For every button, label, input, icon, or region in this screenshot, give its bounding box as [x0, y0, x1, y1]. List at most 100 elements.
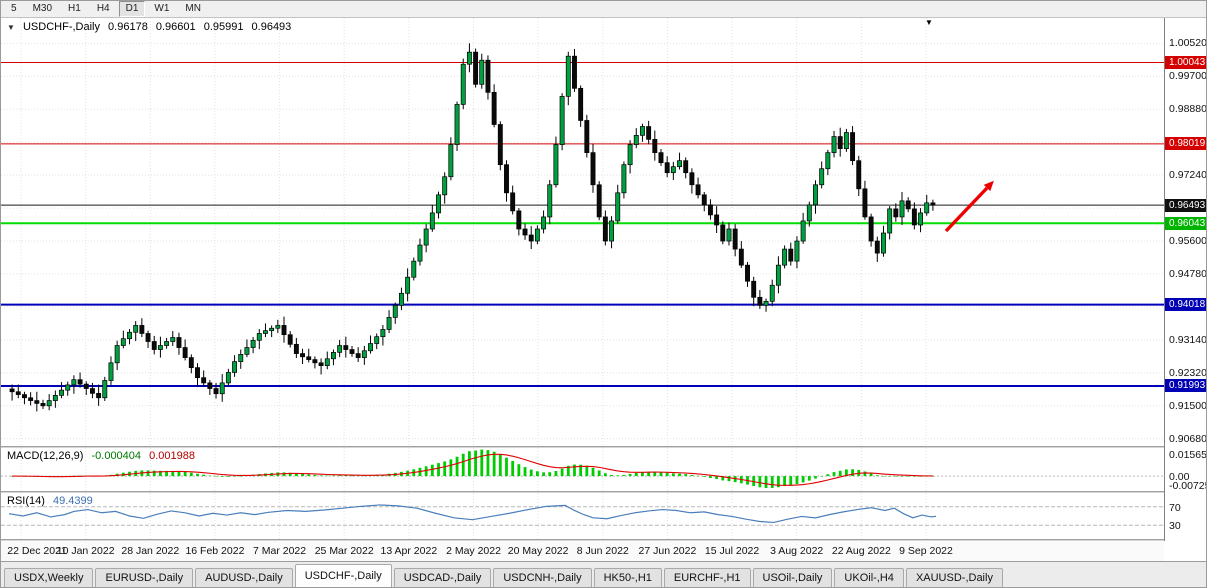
period-button-m30[interactable]: M30	[32, 3, 53, 14]
macd-histogram-bar	[294, 473, 298, 477]
candle-body	[775, 264, 781, 286]
macd-histogram-bar	[709, 476, 712, 478]
main-chart-pane[interactable]: ▼ USDCHF-,Daily 0.96178 0.96601 0.95991 …	[1, 18, 1164, 446]
rsi-pane[interactable]: RSI(14) 49.4399	[1, 493, 1164, 539]
chart-shift-marker-icon[interactable]: ▼	[925, 18, 933, 27]
price-badge: 0.96043	[1165, 216, 1206, 230]
candle-body	[368, 343, 373, 352]
candle-body	[244, 347, 250, 355]
macd-histogram-bar	[789, 476, 793, 486]
macd-histogram-bar	[665, 473, 669, 477]
symbol-tab-usdchf-daily[interactable]: USDCHF-,Daily	[294, 564, 392, 587]
candle-body	[788, 248, 794, 262]
symbol-tab-xauusd-daily[interactable]: XAUUSD-,Daily	[905, 568, 1003, 587]
trend-arrow-head[interactable]	[983, 180, 994, 192]
rsi-axis-label: 70	[1169, 501, 1181, 514]
x-axis-label: 2 May 2022	[446, 545, 501, 557]
symbol-tab-ukoil-h4[interactable]: UKOil-,H4	[834, 568, 904, 587]
y-axis-label: 0.95600	[1169, 235, 1207, 248]
candle-body	[856, 160, 862, 190]
symbol-tab-audusd-daily[interactable]: AUDUSD-,Daily	[195, 568, 293, 587]
symbol-tab-usdx-weekly[interactable]: USDX,Weekly	[4, 568, 94, 587]
candle-body	[893, 208, 899, 218]
macd-histogram-bar	[511, 460, 515, 477]
symbol-period-label: USDCHF-,Daily	[22, 21, 100, 33]
y-axis-label: 0.91500	[1169, 399, 1207, 412]
candle-body	[318, 362, 324, 366]
macd-histogram-bar	[554, 471, 558, 477]
chart-ohlc-header: ▼ USDCHF-,Daily 0.96178 0.96601 0.95991 …	[7, 21, 296, 33]
candle-body	[782, 248, 788, 266]
candle-body	[96, 393, 102, 399]
macd-histogram-bar	[641, 472, 644, 477]
macd-histogram-bar	[307, 474, 311, 477]
symbol-tab-usoil-daily[interactable]: USOil-,Daily	[752, 568, 833, 587]
candle-body	[479, 59, 485, 85]
period-button-h1[interactable]: H1	[68, 3, 81, 14]
candle-body	[707, 204, 713, 216]
rsi-value: 49.4399	[52, 495, 93, 507]
candle-body	[726, 228, 732, 242]
symbol-tab-usdcnh-daily[interactable]: USDCNH-,Daily	[493, 568, 592, 587]
symbol-tab-hk50-h1[interactable]: HK50-,H1	[593, 568, 662, 587]
candle-body	[510, 192, 516, 212]
x-axis-label: 25 Mar 2022	[314, 545, 374, 557]
trend-arrow[interactable]	[944, 186, 989, 233]
macd-histogram-bar	[171, 470, 175, 477]
macd-histogram-bar	[832, 472, 836, 477]
macd-histogram-bar	[875, 475, 879, 477]
macd-histogram-bar	[437, 463, 440, 477]
macd-histogram-bar	[325, 475, 329, 477]
macd-histogram-bar	[647, 471, 651, 477]
candle-body	[516, 210, 522, 230]
period-button-w1[interactable]: W1	[154, 3, 170, 14]
periods-toolbar: 5 M30 H1 H4 D1 W1 MN	[1, 1, 1206, 18]
candle-body	[263, 330, 268, 334]
symbol-tab-usdcad-daily[interactable]: USDCAD-,Daily	[393, 568, 492, 587]
candle-body	[658, 152, 664, 164]
macd-histogram-bar	[542, 472, 545, 477]
candle-body	[337, 345, 343, 353]
macd-histogram-bar	[548, 472, 552, 477]
high-value: 0.96601	[155, 21, 196, 33]
pane-separator[interactable]	[1, 446, 1206, 448]
candle-body	[34, 400, 40, 404]
macd-histogram-bar	[585, 465, 589, 477]
period-button-d1[interactable]: D1	[118, 1, 146, 17]
candle-body	[380, 329, 386, 338]
period-button-mn[interactable]: MN	[185, 3, 201, 14]
candle-body	[646, 126, 652, 140]
candle-body	[596, 184, 602, 218]
macd-histogram-bar	[758, 476, 762, 488]
close-value: 0.96493	[251, 21, 292, 33]
time-axis[interactable]: 22 Dec 2021 10 Jan 2022 28 Jan 2022 16 Feb …	[1, 541, 1164, 561]
macd-pane[interactable]: MACD(12,26,9) -0.000404 0.001988	[1, 448, 1164, 491]
candle-body	[905, 200, 911, 210]
candle-body	[602, 216, 608, 242]
candle-body	[887, 208, 893, 234]
candle-body	[738, 248, 744, 266]
candle-body	[300, 353, 306, 358]
candle-body	[9, 388, 15, 393]
indicator-collapse-icon[interactable]: ▼	[7, 23, 15, 32]
candle-body	[460, 63, 466, 105]
symbol-tab-eurchf-h1[interactable]: EURCHF-,H1	[663, 568, 751, 587]
macd-histogram-bar	[350, 475, 354, 477]
candle-body	[398, 292, 404, 306]
candle-body	[207, 382, 213, 389]
rsi-axis-label: 30	[1169, 520, 1181, 533]
symbol-tab-eurusd-daily[interactable]: EURUSD-,Daily	[95, 568, 194, 587]
macd-histogram-bar	[752, 476, 756, 487]
price-axis[interactable]: 1.00520 0.99700 0.98880 0.97240 0.95600 0.947…	[1164, 18, 1207, 541]
period-button-h4[interactable]: H4	[96, 3, 110, 14]
macd-histogram-bar	[770, 476, 774, 488]
macd-histogram-bar	[492, 451, 496, 477]
pane-separator[interactable]	[1, 491, 1206, 493]
candle-body	[139, 325, 145, 334]
macd-histogram-bar	[702, 476, 706, 477]
period-button-5[interactable]: 5	[11, 3, 17, 14]
pane-separator[interactable]	[1, 539, 1206, 541]
candle-body	[850, 132, 856, 162]
candle-body	[108, 362, 114, 381]
macd-histogram-bar	[912, 476, 916, 477]
